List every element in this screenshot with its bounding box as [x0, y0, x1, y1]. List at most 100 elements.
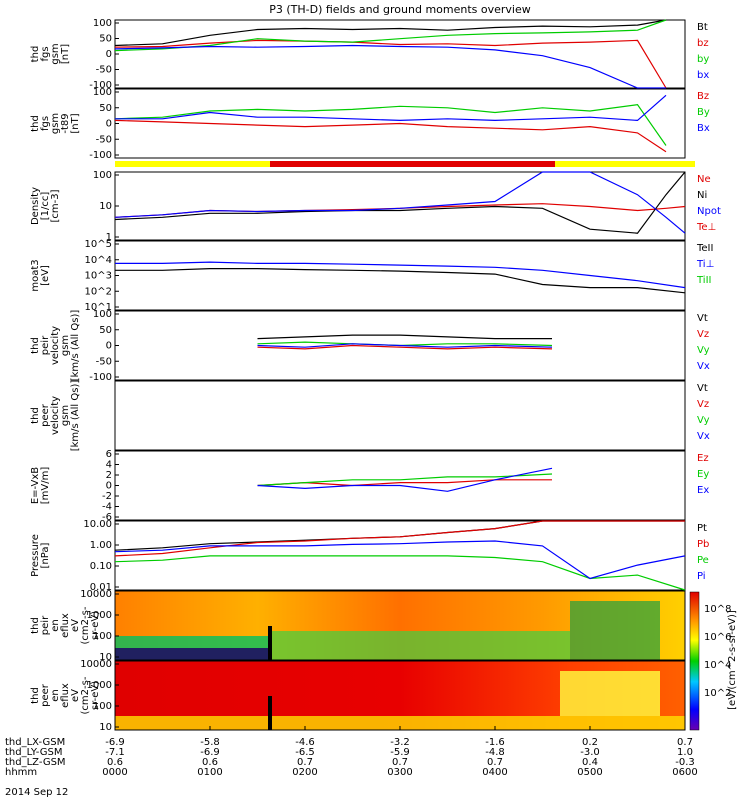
- legend-entry: Ey: [697, 469, 709, 480]
- y-axis-label: [eV]: [40, 265, 51, 286]
- series-Vz: [257, 344, 553, 350]
- axis-value: 0300: [387, 767, 412, 778]
- y-axis-label: [km/s (All Qs)]: [70, 380, 81, 452]
- y-tick-label: 10^4: [85, 255, 112, 266]
- series-Ni: [114, 171, 686, 234]
- y-axis-label: gsm: [60, 335, 71, 356]
- axis-value: 0.7: [297, 757, 313, 768]
- y-tick-label: -100: [89, 80, 112, 91]
- y-tick-label: -4: [102, 502, 112, 513]
- heatmap-late-band: [570, 601, 660, 660]
- y-axis-label: peir: [40, 615, 51, 635]
- legend-entry: Bz: [697, 91, 709, 102]
- y-axis-label: [nT]: [70, 113, 81, 133]
- colorbar: 10^8 10^6 10^4 10^2 [eV/(cm^2-s-sr-eV)]: [689, 591, 738, 731]
- legend-entry: bx: [697, 70, 709, 81]
- y-axis-label: eflux: [60, 613, 71, 638]
- legend-entry: Vt: [697, 313, 708, 324]
- y-tick-label: 1: [106, 232, 112, 243]
- series-By: [114, 104, 667, 146]
- series-Bz: [114, 119, 667, 153]
- y-tick-label: 10: [99, 652, 112, 663]
- y-axis-label: peer: [40, 403, 51, 427]
- series-Ex: [257, 467, 553, 492]
- y-tick-label: 10000: [80, 659, 112, 670]
- legend-entry: Vt: [697, 383, 708, 394]
- y-axis-label: thd: [30, 46, 41, 63]
- series-Ti⊥: [115, 261, 686, 289]
- panel-peir_velocity: 100 50 0 -50 -100 thd peir velocity gsm [km/s (Al…: [30, 309, 710, 383]
- y-axis-label: thd: [30, 407, 41, 424]
- axis-value: 0.7: [487, 757, 503, 768]
- axis-value: 1.0: [677, 747, 693, 758]
- y-axis-label: moat3: [30, 259, 41, 291]
- axis-value: -1.6: [485, 737, 505, 748]
- y-tick-label: 50: [99, 103, 112, 114]
- legend-entry: Pt: [697, 523, 707, 534]
- series-Pe: [114, 555, 686, 591]
- series-Ey: [257, 473, 553, 487]
- y-tick-label: 10^2: [85, 286, 112, 297]
- axis-row-label: thd_LZ-GSM: [5, 757, 66, 768]
- y-axis-label: thd: [30, 687, 41, 704]
- status-bar-red: [270, 161, 555, 167]
- y-axis-label: velocity: [50, 326, 61, 365]
- legend-entry: Ez: [697, 453, 709, 464]
- series-TeII: [115, 268, 686, 294]
- panel-peer_velocity: thd peer velocity gsm [km/s (All Qs)] Vt Vz Vy V…: [30, 380, 710, 452]
- panel-pressure: 10.00 1.00 0.10 0.01 Pressure [nPa] Pt Pb Pe Pi: [30, 519, 709, 593]
- y-axis-label: thd: [30, 337, 41, 354]
- y-axis-label: eV: [70, 619, 81, 632]
- y-tick-label: 10^5: [85, 239, 112, 250]
- y-axis-label: sr-eV): [90, 681, 101, 710]
- y-tick-label: 0.01: [90, 582, 112, 593]
- series-by: [114, 19, 667, 52]
- legend-entry: bz: [697, 38, 709, 49]
- heatmap-bottom-band: [115, 716, 685, 730]
- y-tick-label: -100: [89, 372, 112, 383]
- series-Vy: [257, 341, 553, 347]
- y-axis-label: gsm: [50, 113, 61, 134]
- legend-entry: TiII: [696, 275, 711, 286]
- y-tick-label: 6: [106, 449, 112, 460]
- colorbar-tick-0: 10^8: [704, 604, 731, 615]
- legend-entry: Vx: [697, 361, 710, 372]
- panel-peir_en_eflux: 10000 1000 100 10 thd peir en eflux eV (cm2-s-sr-…: [30, 589, 686, 663]
- heatmap-gap: [268, 626, 272, 660]
- legend-entry: Pe: [697, 555, 709, 566]
- y-tick-label: 0: [106, 341, 112, 352]
- legend-entry: Bx: [697, 123, 710, 134]
- y-tick-label: 50: [99, 34, 112, 45]
- legend-entry: Ti⊥: [696, 259, 714, 270]
- axis-value: 0.6: [107, 757, 123, 768]
- y-tick-label: 100: [93, 87, 112, 98]
- date-label: 2014 Sep 12: [5, 787, 68, 798]
- y-axis-label: thd: [30, 617, 41, 634]
- panel-frame: [114, 19, 686, 89]
- y-axis-label: [nT]: [60, 44, 71, 64]
- y-tick-label: 4: [106, 460, 112, 471]
- axis-value: -0.3: [675, 757, 695, 768]
- series-Pt: [114, 520, 685, 551]
- axis-value: 0.7: [392, 757, 408, 768]
- panel-frame: [114, 240, 686, 311]
- legend-entry: Vx: [697, 431, 710, 442]
- axis-value: 0000: [102, 767, 127, 778]
- axis-value: -6.9: [200, 747, 220, 758]
- heatmap-mid-band: [270, 631, 570, 660]
- y-axis-label: peer: [40, 683, 51, 707]
- series-Vx: [257, 343, 553, 348]
- legend-entry: Bt: [697, 22, 708, 33]
- axis-value: 0200: [292, 767, 317, 778]
- y-tick-label: 100: [93, 631, 112, 642]
- axis-value: -6.9: [105, 737, 125, 748]
- y-tick-label: 0: [106, 49, 112, 60]
- y-axis-label: E=-VxB: [30, 467, 41, 504]
- axis-value: 0100: [197, 767, 222, 778]
- y-axis-label: en: [50, 619, 61, 632]
- y-axis-label: velocity: [50, 396, 61, 435]
- series-Npot: [114, 171, 686, 234]
- y-tick-label: 1000: [87, 610, 112, 621]
- colorbar-tick-3: 10^2: [704, 688, 731, 699]
